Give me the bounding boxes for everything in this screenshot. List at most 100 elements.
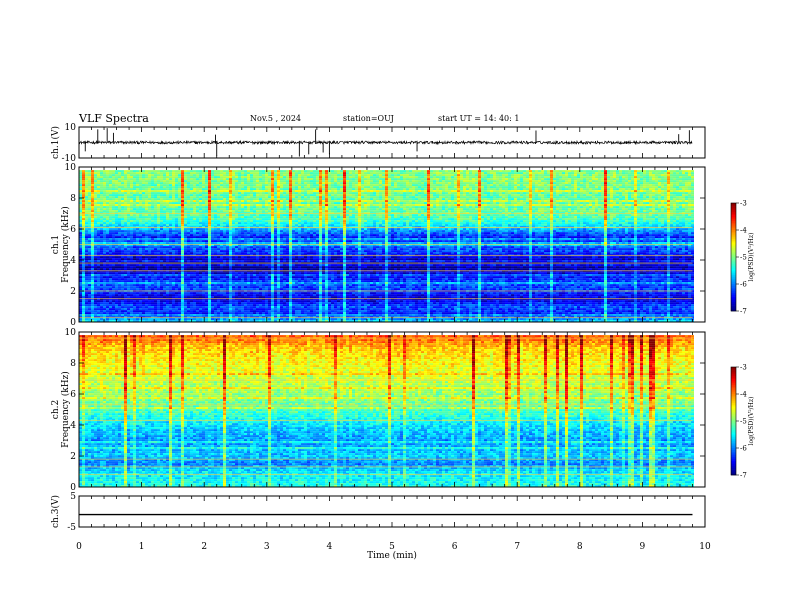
spectrogram-cell	[193, 186, 196, 188]
spectrogram-cell	[178, 220, 181, 222]
spectrogram-cell	[169, 170, 172, 172]
spectrogram-cell	[85, 174, 88, 176]
spectrogram-cell	[175, 264, 178, 266]
spectrogram-cell	[202, 260, 205, 262]
spectrogram-cell	[190, 300, 193, 302]
spectrogram-cell	[106, 176, 109, 178]
spectrogram-cell	[139, 252, 142, 254]
spectrogram-cell	[106, 286, 109, 288]
spectrogram-cell	[199, 302, 202, 304]
spectrogram-cell	[175, 184, 178, 186]
spectrogram-cell	[229, 242, 232, 244]
spectrogram-cell	[151, 208, 154, 210]
spectrogram-cell	[100, 208, 103, 210]
spectrogram-cell	[130, 310, 133, 312]
spectrogram-cell	[166, 224, 169, 226]
spectrogram-cell	[118, 192, 121, 194]
spectrogram-cell	[160, 318, 163, 320]
spectrogram-cell	[142, 180, 145, 182]
spectrogram-cell	[124, 170, 127, 172]
spectrogram-cell	[232, 280, 235, 282]
spectrogram-cell	[175, 272, 178, 274]
spectrogram-cell	[217, 224, 220, 226]
spectrogram-cell	[115, 312, 118, 314]
spectrogram-cell	[220, 198, 223, 200]
spectrogram-cell	[103, 282, 106, 284]
spectrogram-cell	[145, 258, 148, 260]
spectrogram-cell	[88, 240, 91, 242]
spectrogram-cell	[154, 184, 157, 186]
spectrogram-cell	[160, 230, 163, 232]
spectrogram-cell	[196, 184, 199, 186]
spectrogram-cell	[151, 188, 154, 190]
spectrogram-cell	[109, 204, 112, 206]
spectrogram-cell	[217, 260, 220, 262]
spectrogram-cell	[190, 208, 193, 210]
spectrogram-cell	[103, 218, 106, 220]
spectrogram-cell	[151, 192, 154, 194]
spectrogram-cell	[184, 314, 187, 316]
spectrogram-cell	[103, 318, 106, 320]
spectrogram-cell	[103, 296, 106, 298]
spectrogram-cell	[133, 258, 136, 260]
spectrogram-cell	[148, 260, 151, 262]
spectrogram-cell	[130, 252, 133, 254]
spectrogram-cell	[199, 206, 202, 208]
spectrogram-cell	[232, 302, 235, 304]
spectrogram-cell	[91, 218, 94, 220]
spectrogram-cell	[193, 250, 196, 252]
spectrogram-cell	[193, 220, 196, 222]
spectrogram-cell	[157, 312, 160, 314]
spectrogram-cell	[193, 278, 196, 280]
spectrogram-cell	[91, 274, 94, 276]
spectrogram-cell	[214, 182, 217, 184]
spectrogram-cell	[124, 176, 127, 178]
spectrogram-cell	[193, 204, 196, 206]
spectrogram-cell	[166, 286, 169, 288]
spectrogram-cell	[211, 172, 214, 174]
spectrogram-cell	[136, 310, 139, 312]
spectrogram-cell	[187, 178, 190, 180]
spectrogram-cell	[136, 256, 139, 258]
spectrogram-cell	[169, 310, 172, 312]
spectrogram-cell	[130, 256, 133, 258]
spectrogram-cell	[127, 202, 130, 204]
spectrogram-cell	[229, 238, 232, 240]
spectrogram-cell	[97, 174, 100, 176]
spectrogram-cell	[151, 268, 154, 270]
spectrogram-cell	[226, 232, 229, 234]
spectrogram-cell	[211, 266, 214, 268]
spectrogram-cell	[199, 248, 202, 250]
spectrogram-cell	[82, 220, 85, 222]
spectrogram-cell	[193, 314, 196, 316]
spectrogram-cell	[190, 248, 193, 250]
spectrogram-cell	[82, 232, 85, 234]
spectrogram-cell	[187, 294, 190, 296]
spectrogram-cell	[85, 192, 88, 194]
spectrogram-cell	[220, 222, 223, 224]
spectrogram-cell	[157, 304, 160, 306]
spectrogram-cell	[202, 242, 205, 244]
spectrogram-cell	[97, 206, 100, 208]
spectrogram-cell	[223, 296, 226, 298]
spectrogram-cell	[97, 200, 100, 202]
spectrogram-cell	[166, 242, 169, 244]
spectrogram-cell	[88, 308, 91, 310]
spectrogram-cell	[220, 264, 223, 266]
spectrogram-cell	[151, 178, 154, 180]
spectrogram-cell	[136, 224, 139, 226]
spectrogram-cell	[175, 220, 178, 222]
spectrogram-cell	[100, 186, 103, 188]
spectrogram-cell	[94, 238, 97, 240]
spectrogram-cell	[229, 194, 232, 196]
spectrogram-cell	[151, 274, 154, 276]
spectrogram-cell	[94, 266, 97, 268]
spectrogram-cell	[193, 276, 196, 278]
spectrogram-cell	[115, 216, 118, 218]
spectrogram-cell	[97, 210, 100, 212]
spectrogram-cell	[172, 222, 175, 224]
spectrogram-cell	[208, 222, 211, 224]
spectrogram-cell	[220, 186, 223, 188]
spectrogram-cell	[82, 236, 85, 238]
spectrogram-cell	[133, 198, 136, 200]
